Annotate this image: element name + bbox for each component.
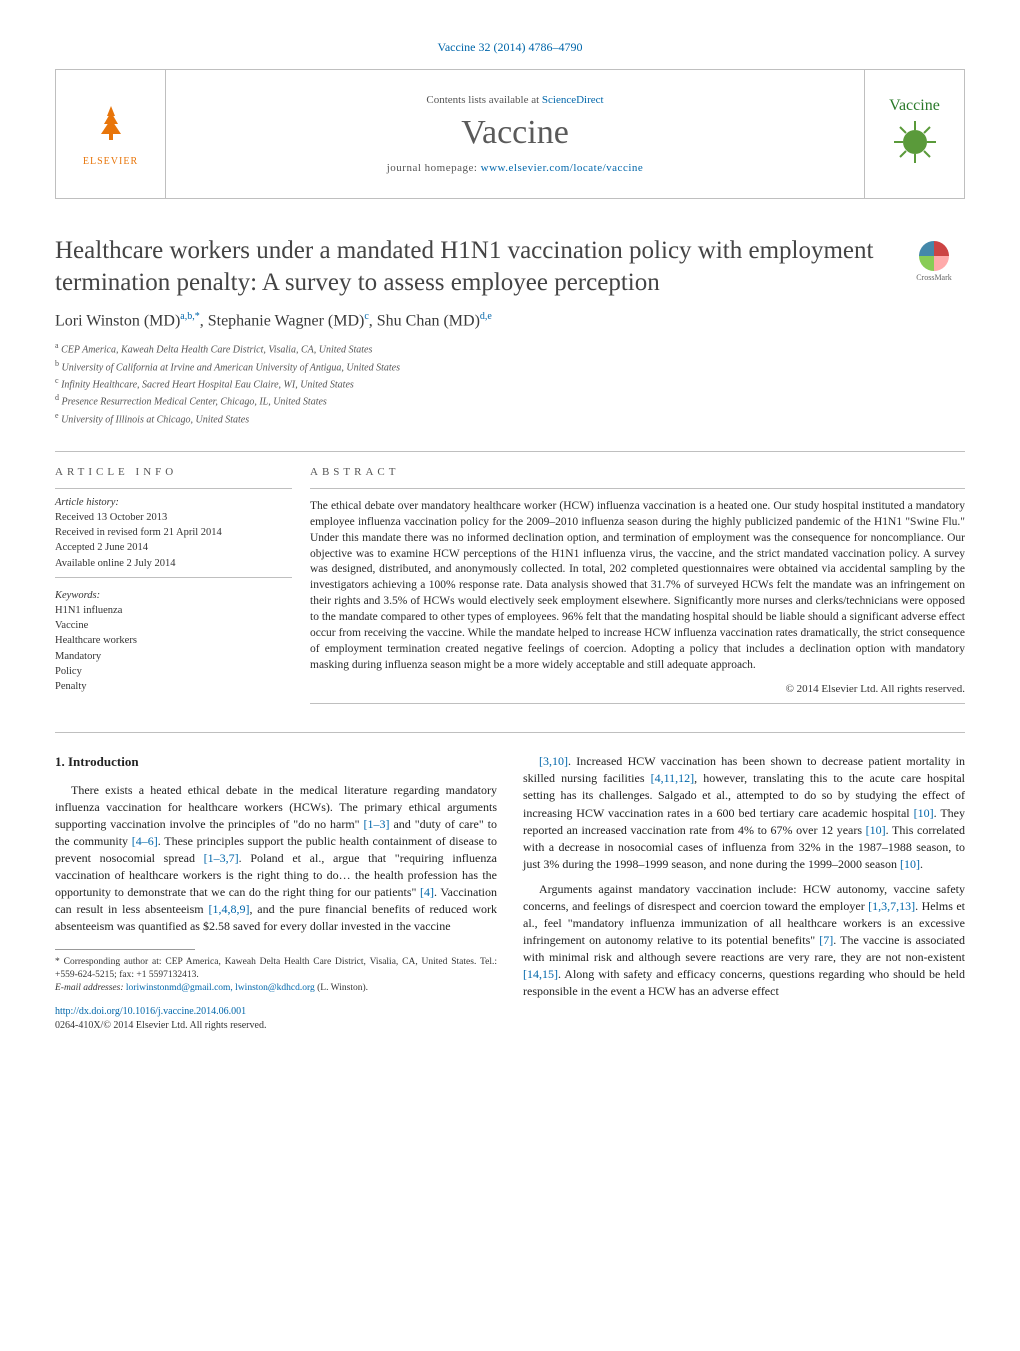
keyword: Healthcare workers [55,633,292,648]
doi-link[interactable]: http://dx.doi.org/10.1016/j.vaccine.2014… [55,1006,246,1017]
info-rule [55,577,292,578]
homepage-prefix: journal homepage: [387,162,481,174]
running-header: Vaccine 32 (2014) 4786–4790 [55,40,965,55]
sciencedirect-link[interactable]: ScienceDirect [542,94,604,106]
history-label: Article history: [55,497,292,508]
publisher-logo: ELSEVIER [56,70,166,198]
doi: http://dx.doi.org/10.1016/j.vaccine.2014… [55,1005,497,1019]
body-paragraph: There exists a heated ethical debate in … [55,782,497,935]
footnote-separator [55,949,195,950]
body-paragraph: [3,10]. Increased HCW vaccination has be… [523,753,965,872]
email-note: E-mail addresses: loriwinstonmd@gmail.co… [55,982,497,995]
keyword: Mandatory [55,649,292,664]
history-received: Received 13 October 2013 [55,510,292,525]
crossmark-label: CrossMark [916,273,952,282]
contents-prefix: Contents lists available at [426,94,541,106]
footnotes: * Corresponding author at: CEP America, … [55,956,497,994]
journal-homepage: journal homepage: www.elsevier.com/locat… [387,162,644,174]
contents-available: Contents lists available at ScienceDirec… [426,94,603,106]
article-info-column: article info Article history: Received 1… [55,452,310,718]
affiliations: a CEP America, Kaweah Delta Health Care … [55,340,965,427]
journal-masthead: ELSEVIER Contents lists available at Sci… [55,69,965,199]
keyword: H1N1 influenza [55,603,292,618]
author-list: Lori Winston (MD)a,b,*, Stephanie Wagner… [55,311,965,330]
homepage-link[interactable]: www.elsevier.com/locate/vaccine [481,162,644,174]
crossmark-icon [919,241,949,271]
keyword: Policy [55,664,292,679]
cover-title: Vaccine [889,97,940,115]
email-label: E-mail addresses: [55,983,124,993]
keyword: Vaccine [55,618,292,633]
history-revised: Received in revised form 21 April 2014 [55,525,292,540]
body-text: 1. Introduction There exists a heated et… [55,753,965,1033]
abstract-copyright: © 2014 Elsevier Ltd. All rights reserved… [310,683,965,695]
article-title: Healthcare workers under a mandated H1N1… [55,235,885,299]
abstract-column: abstract The ethical debate over mandato… [310,452,965,718]
abstract-bottom-rule [310,703,965,704]
author-email-link[interactable]: loriwinstonmd@gmail.com, lwinston@kdhcd.… [126,983,315,993]
info-rule [55,488,292,489]
abstract-heading: abstract [310,466,965,478]
publisher-name: ELSEVIER [83,156,138,167]
history-online: Available online 2 July 2014 [55,556,292,571]
journal-cover: Vaccine [864,70,964,198]
article-info-heading: article info [55,466,292,478]
abstract-text: The ethical debate over mandatory health… [310,499,965,673]
history-accepted: Accepted 2 June 2014 [55,540,292,555]
cover-virus-icon [892,119,938,172]
keyword: Penalty [55,679,292,694]
elsevier-tree-icon [89,102,133,152]
corresponding-author-note: * Corresponding author at: CEP America, … [55,956,497,982]
abstract-rule [310,488,965,489]
keywords-label: Keywords: [55,590,292,601]
masthead-center: Contents lists available at ScienceDirec… [166,70,864,198]
section-heading-introduction: 1. Introduction [55,753,497,771]
email-attribution: (L. Winston). [317,983,368,993]
body-paragraph: Arguments against mandatory vaccination … [523,881,965,1000]
journal-name: Vaccine [461,114,569,152]
crossmark-badge[interactable]: CrossMark [903,241,965,282]
issn-copyright: 0264-410X/© 2014 Elsevier Ltd. All right… [55,1019,497,1033]
body-rule [55,732,965,733]
